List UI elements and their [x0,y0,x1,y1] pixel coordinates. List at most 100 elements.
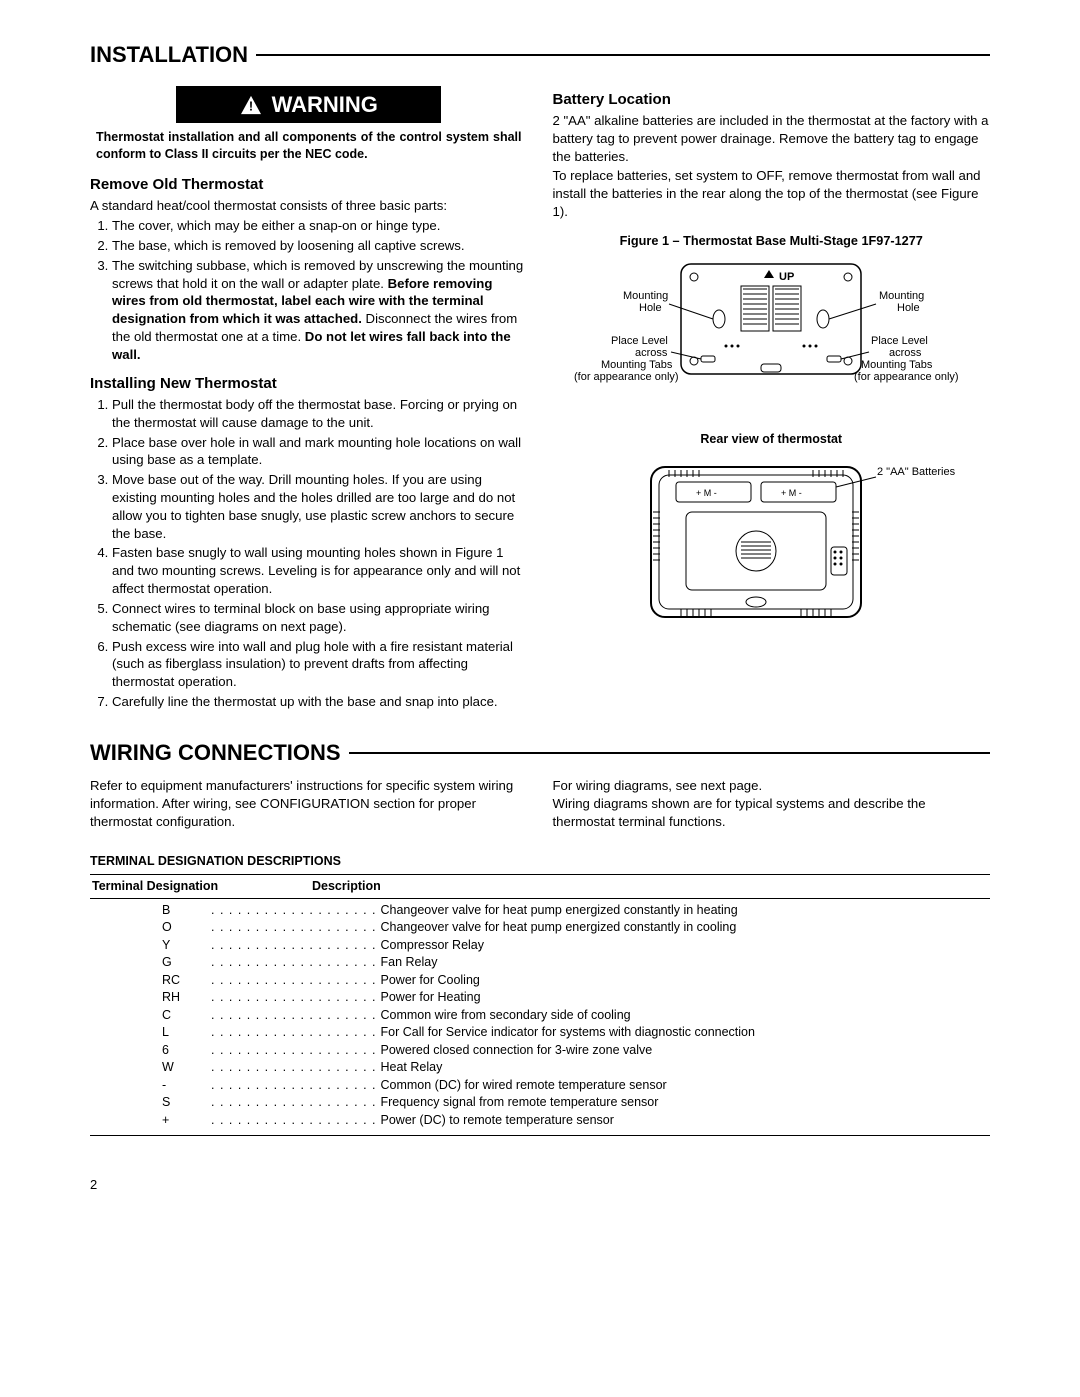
terminal-dots: . . . . . . . . . . . . . . . . . . . [207,1042,381,1060]
svg-text:across: across [889,347,922,359]
warning-bar: ! WARNING [176,86,441,124]
terminal-code: C [92,1007,207,1025]
terminal-code: G [92,954,207,972]
figure1-sub: Rear view of thermostat [553,431,991,448]
terminal-row: O. . . . . . . . . . . . . . . . . . .Ch… [90,919,990,937]
svg-text:Hole: Hole [639,302,662,314]
terminal-dots: . . . . . . . . . . . . . . . . . . . [207,902,381,920]
terminal-dots: . . . . . . . . . . . . . . . . . . . [207,919,381,937]
terminal-table: Terminal Designation Description B. . . … [90,874,990,1136]
terminal-code: Y [92,937,207,955]
terminal-desc: Changeover valve for heat pump energized… [381,902,989,920]
terminal-row: C. . . . . . . . . . . . . . . . . . .Co… [90,1007,990,1025]
remove-step: The base, which is removed by loosening … [112,237,528,255]
terminal-header-col2: Description [312,878,381,895]
install-heading: Installing New Thermostat [90,374,528,394]
wiring-left: Refer to equipment manufacturers' instru… [90,777,528,830]
terminal-row: RC. . . . . . . . . . . . . . . . . . .P… [90,972,990,990]
terminal-row: S. . . . . . . . . . . . . . . . . . .Fr… [90,1094,990,1112]
right-column: Battery Location 2 "AA" alkaline batteri… [553,80,991,713]
terminal-desc: Common wire from secondary side of cooli… [381,1007,989,1025]
section-installation-title: INSTALLATION [90,40,990,70]
terminal-dots: . . . . . . . . . . . . . . . . . . . [207,1059,381,1077]
terminal-desc: Compressor Relay [381,937,989,955]
terminal-row: W. . . . . . . . . . . . . . . . . . .He… [90,1059,990,1077]
terminal-dots: . . . . . . . . . . . . . . . . . . . [207,1094,381,1112]
installation-columns: ! WARNING Thermostat installation and al… [90,80,990,713]
terminal-desc: Power for Cooling [381,972,989,990]
terminal-desc: Common (DC) for wired remote temperature… [381,1077,989,1095]
terminal-code: W [92,1059,207,1077]
install-step: Fasten base snugly to wall using mountin… [112,544,528,597]
svg-text:Mounting: Mounting [879,290,924,302]
terminal-desc: Frequency signal from remote temperature… [381,1094,989,1112]
terminal-desc: Powered closed connection for 3-wire zon… [381,1042,989,1060]
section-rule [256,54,990,56]
svg-text:!: ! [248,98,252,113]
warning-label: WARNING [272,90,378,120]
svg-text:Place Level: Place Level [871,335,928,347]
remove-intro: A standard heat/cool thermostat consists… [90,197,528,215]
install-step: Carefully line the thermostat up with th… [112,693,528,711]
terminal-dots: . . . . . . . . . . . . . . . . . . . [207,1007,381,1025]
terminal-row: 6. . . . . . . . . . . . . . . . . . .Po… [90,1042,990,1060]
terminal-code: S [92,1094,207,1112]
battery-heading: Battery Location [553,90,991,110]
terminal-desc: Fan Relay [381,954,989,972]
terminal-dots: . . . . . . . . . . . . . . . . . . . [207,937,381,955]
battery-p2: To replace batteries, set system to OFF,… [553,167,991,220]
terminal-dots: . . . . . . . . . . . . . . . . . . . [207,972,381,990]
terminal-dots: . . . . . . . . . . . . . . . . . . . [207,1024,381,1042]
svg-text:across: across [635,347,668,359]
remove-steps: The cover, which may be either a snap-on… [90,217,528,364]
svg-text:2 "AA" Batteries: 2 "AA" Batteries [877,466,956,478]
page-number: 2 [90,1176,990,1194]
warning-box: ! WARNING Thermostat installation and al… [90,86,528,163]
terminal-row: Y. . . . . . . . . . . . . . . . . . .Co… [90,937,990,955]
terminal-code: - [92,1077,207,1095]
left-column: ! WARNING Thermostat installation and al… [90,80,528,713]
svg-text:+ M -: + M - [781,488,802,498]
battery-p1: 2 "AA" alkaline batteries are included i… [553,112,991,165]
terminal-row: -. . . . . . . . . . . . . . . . . . .Co… [90,1077,990,1095]
install-step: Push excess wire into wall and plug hole… [112,638,528,691]
terminal-row: G. . . . . . . . . . . . . . . . . . .Fa… [90,954,990,972]
terminal-header: Terminal Designation Description [90,875,990,899]
install-step: Place base over hole in wall and mark mo… [112,434,528,470]
terminal-row: L. . . . . . . . . . . . . . . . . . .Fo… [90,1024,990,1042]
wiring-columns: Refer to equipment manufacturers' instru… [90,777,990,840]
terminal-dots: . . . . . . . . . . . . . . . . . . . [207,1077,381,1095]
svg-text:+ M -: + M - [696,488,717,498]
terminal-code: 6 [92,1042,207,1060]
section-title-text: INSTALLATION [90,40,248,70]
terminal-desc: For Call for Service indicator for syste… [381,1024,989,1042]
terminal-code: L [92,1024,207,1042]
svg-text:Place Level: Place Level [611,335,668,347]
svg-text:(for appearance only): (for appearance only) [854,371,959,383]
terminal-code: + [92,1112,207,1130]
figure1-caption: Figure 1 – Thermostat Base Multi-Stage 1… [553,233,991,250]
svg-text:Mounting: Mounting [623,290,668,302]
remove-heading: Remove Old Thermostat [90,175,528,195]
terminal-desc: Heat Relay [381,1059,989,1077]
section-title-text: WIRING CONNECTIONS [90,738,341,768]
wiring-right: For wiring diagrams, see next page. Wiri… [553,777,991,830]
svg-text:Hole: Hole [897,302,920,314]
svg-text:Mounting Tabs: Mounting Tabs [601,359,673,371]
terminal-code: B [92,902,207,920]
terminal-desc: Power for Heating [381,989,989,1007]
warning-triangle-icon: ! [240,95,262,115]
terminal-dots: . . . . . . . . . . . . . . . . . . . [207,954,381,972]
terminal-row: RH. . . . . . . . . . . . . . . . . . .P… [90,989,990,1007]
warning-text: Thermostat installation and all componen… [90,129,528,163]
terminal-header-col1: Terminal Designation [92,878,312,895]
remove-step: The switching subbase, which is removed … [112,257,528,364]
figure1-base-diagram: UP [561,256,981,421]
terminal-desc: Power (DC) to remote temperature sensor [381,1112,989,1130]
section-rule [349,752,990,754]
terminal-dots: . . . . . . . . . . . . . . . . . . . [207,989,381,1007]
terminal-desc: Changeover valve for heat pump energized… [381,919,989,937]
terminal-row: +. . . . . . . . . . . . . . . . . . .Po… [90,1112,990,1130]
terminal-title: TERMINAL DESIGNATION DESCRIPTIONS [90,853,990,870]
remove-step: The cover, which may be either a snap-on… [112,217,528,235]
